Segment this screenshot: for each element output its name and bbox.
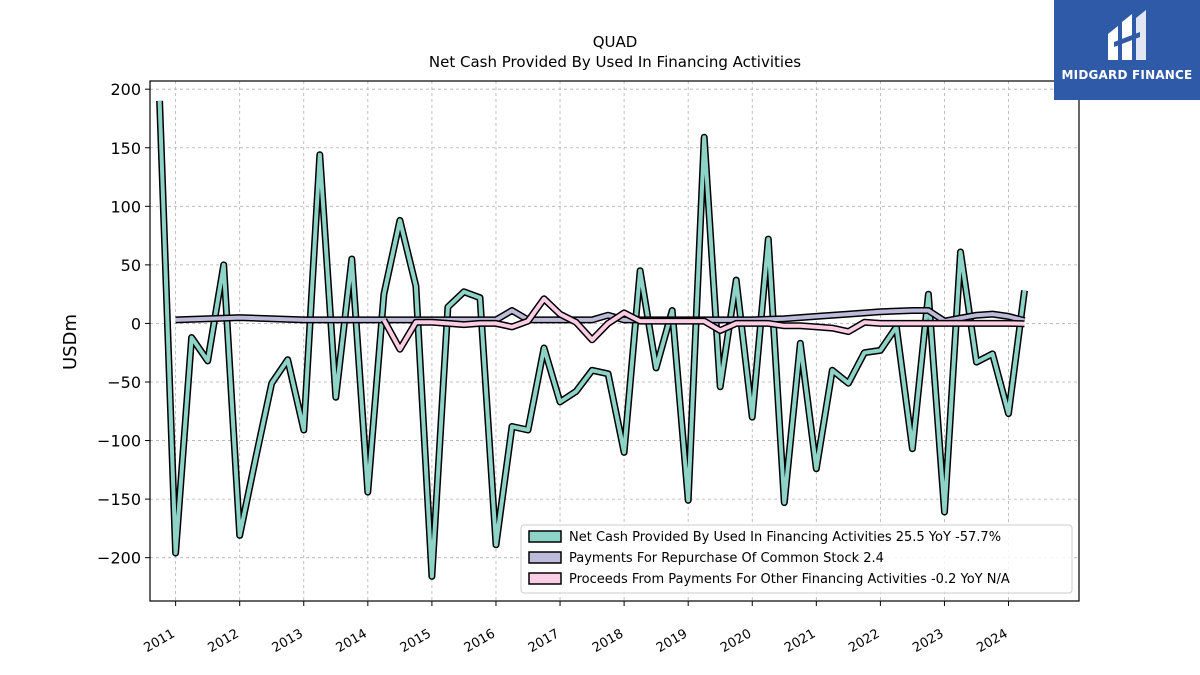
x-tick-label: 2018: [590, 626, 626, 656]
series-line-1: [175, 308, 1026, 324]
legend-entry-0: Net Cash Provided By Used In Financing A…: [569, 530, 1001, 545]
legend-box: [520, 524, 1073, 594]
plot-frame: [149, 80, 1080, 602]
brand-logo: MIDGARD FINANCE: [1054, 0, 1200, 100]
x-tick-label: 2016: [462, 626, 498, 656]
x-tick-label: 2015: [398, 626, 434, 656]
x-tick-label: 2013: [270, 626, 306, 656]
series-line-0: [157, 100, 1027, 579]
x-tick-label: 2023: [910, 626, 946, 656]
y-tick-label: −150: [97, 490, 141, 509]
x-tick-label: 2017: [526, 626, 562, 656]
y-tick-label: 50: [121, 256, 141, 275]
logo-mark-icon: [1108, 10, 1146, 60]
x-tick-label: 2019: [654, 626, 690, 656]
chart-title: QUAD: [593, 33, 638, 51]
y-tick-label: 0: [131, 314, 141, 333]
grid: [150, 81, 1079, 601]
chart-subtitle: Net Cash Provided By Used In Financing A…: [429, 53, 801, 71]
series-line-2: [382, 296, 1025, 352]
x-tick-label: 2012: [206, 626, 242, 656]
y-tick-label: 150: [110, 139, 141, 158]
legend: Net Cash Provided By Used In Financing A…: [520, 524, 1073, 594]
y-axis-label: USDm: [60, 314, 81, 370]
legend-entry-1: Payments For Repurchase Of Common Stock …: [569, 551, 884, 566]
y-tick-label: −100: [97, 432, 141, 451]
x-tick-label: 2020: [718, 626, 754, 656]
legend-swatch-0: [528, 530, 562, 543]
x-tick-label: 2014: [334, 626, 370, 656]
y-tick-label: 100: [110, 197, 141, 216]
x-tick-label: 2021: [782, 626, 818, 656]
y-axis: −200 −150 −100 −50 0 50 100 150 200: [97, 80, 150, 568]
x-tick-label: 2011: [141, 626, 177, 656]
x-axis: 2011 2012 2013 2014 2015 2016 2017 2018 2019 2020…: [141, 601, 1011, 656]
plot-area: [156, 100, 1028, 580]
y-tick-label: 200: [110, 80, 141, 99]
y-tick-label: −50: [107, 373, 141, 392]
x-tick-label: 2024: [974, 626, 1010, 656]
legend-swatch-1: [528, 551, 562, 564]
x-tick-label: 2022: [846, 626, 882, 656]
brand-name: MIDGARD FINANCE: [1061, 68, 1193, 82]
legend-swatch-2: [528, 572, 562, 585]
y-tick-label: −200: [97, 549, 141, 568]
legend-entry-2: Proceeds From Payments For Other Financi…: [569, 572, 1010, 587]
